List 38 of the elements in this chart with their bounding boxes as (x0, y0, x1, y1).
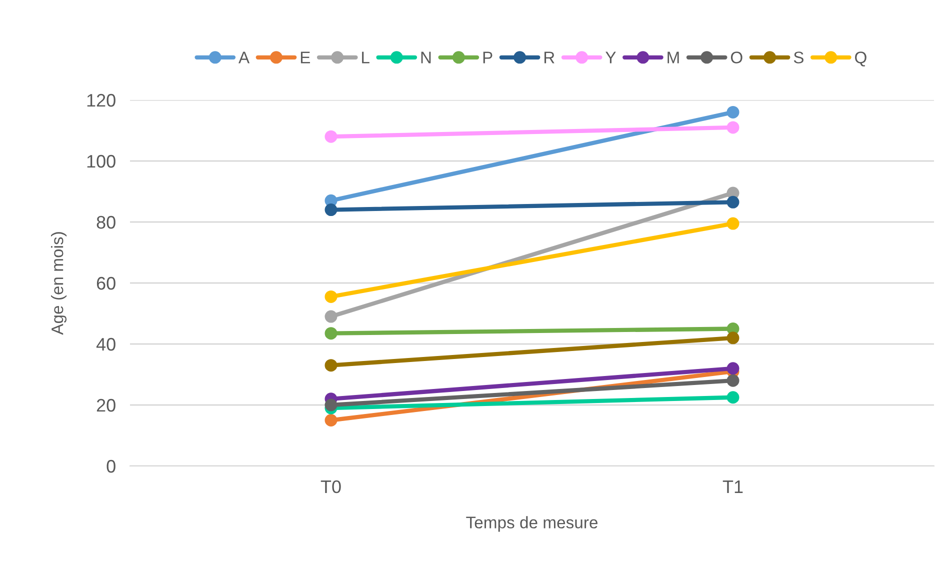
legend-label: A (238, 52, 250, 64)
legend-label: P (483, 52, 492, 64)
legend-label: O (730, 52, 742, 64)
point (324, 290, 338, 303)
y-tick-label: 120 (87, 94, 116, 107)
point (726, 217, 740, 230)
x-axis-title: Temps de mesure (466, 516, 598, 532)
legend-label: L (362, 52, 370, 64)
legend-label: Q (855, 52, 866, 66)
x-tick-label: T0 (320, 480, 341, 494)
point (726, 391, 740, 404)
point (726, 106, 740, 118)
legend-label: M (668, 52, 679, 64)
x-tick-label: T1 (722, 480, 743, 493)
legend-label: E (300, 52, 310, 64)
y-tick-label: 20 (96, 398, 116, 412)
point (324, 398, 338, 412)
point (726, 374, 740, 387)
point (324, 327, 338, 340)
y-tick-label: 0 (106, 460, 116, 473)
point (726, 362, 740, 375)
y-tick-label: 40 (96, 338, 116, 351)
point (324, 359, 338, 372)
legend-label: R (544, 52, 554, 64)
legend-label: N (421, 52, 431, 64)
y-tick-label: 60 (96, 276, 116, 290)
point (726, 196, 740, 208)
legend-label: S (794, 52, 804, 64)
point (324, 310, 338, 323)
point (324, 130, 338, 143)
point (324, 414, 338, 426)
point (324, 204, 338, 216)
y-tick-label: 100 (87, 154, 116, 168)
point (726, 121, 740, 134)
y-tick-label: 80 (96, 216, 116, 229)
legend-label: Y (606, 52, 616, 64)
point (726, 332, 740, 344)
y-axis-title: Age (en mois) (51, 232, 67, 335)
